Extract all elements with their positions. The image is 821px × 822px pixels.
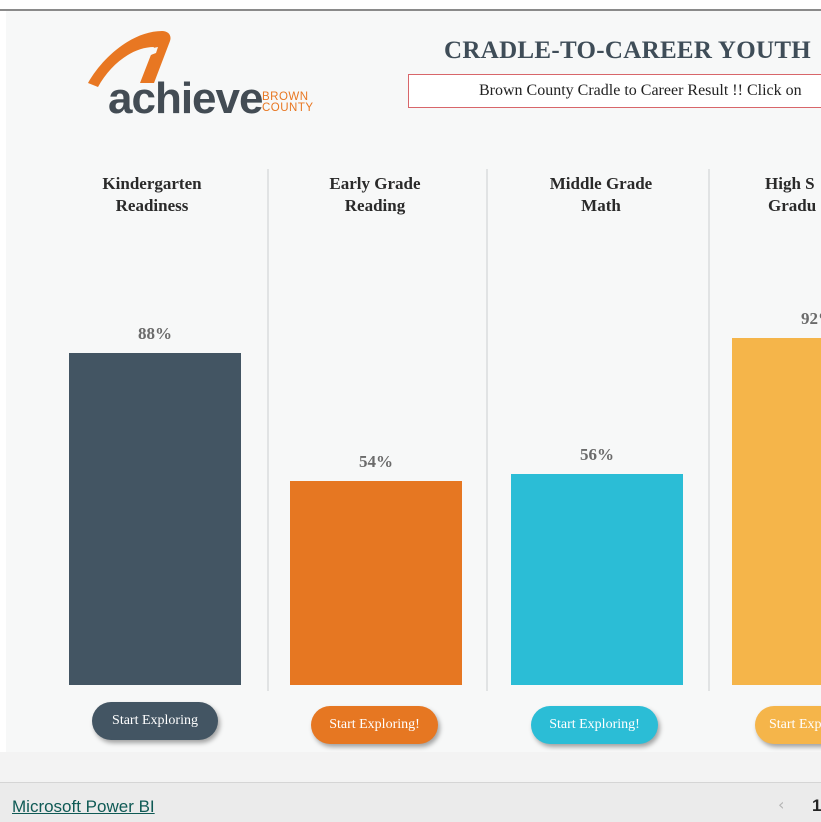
logo-sub-line1: BROWN xyxy=(262,91,309,103)
logo-sub-line2: COUNTY xyxy=(262,102,314,114)
high-school-bar xyxy=(732,337,821,685)
early-grade-bar xyxy=(290,481,462,685)
early-grade-start-exploring-button[interactable]: Start Exploring! xyxy=(311,706,438,744)
title-line-2: Math xyxy=(581,196,621,215)
logo-subtitle: BROWN COUNTY xyxy=(262,91,314,114)
title-line-2: Gradu xyxy=(768,196,817,215)
chevron-left-icon[interactable]: ‹ xyxy=(778,795,785,814)
title-line-1: Middle Grade xyxy=(549,174,653,193)
title-line-1: Kindergarten xyxy=(102,174,202,193)
early-grade-reading-title: Early Grade Reading xyxy=(285,173,465,217)
column-divider-2 xyxy=(486,169,488,691)
middle-grade-bar xyxy=(511,473,683,685)
report-canvas: achieve BROWN COUNTY CRADLE-TO-CAREER YO… xyxy=(6,11,821,752)
kindergarten-readiness-title: Kindergarten Readiness xyxy=(62,173,242,217)
report-bottom-gap xyxy=(0,752,821,782)
scrolling-banner: Brown County Cradle to Career Result !! … xyxy=(408,74,821,108)
kindergarten-value-label: 88% xyxy=(138,323,172,343)
middle-grade-value-label: 56% xyxy=(580,444,614,464)
logo-swoosh-icon xyxy=(88,31,171,87)
report-title: CRADLE-TO-CAREER YOUTH xyxy=(444,37,812,64)
middle-grade-math-title: Middle Grade Math xyxy=(511,173,691,217)
window-top-border xyxy=(0,9,821,11)
early-grade-value-label: 54% xyxy=(359,452,393,472)
page-number: 1 xyxy=(812,796,821,815)
column-divider-1 xyxy=(267,169,269,691)
column-divider-3 xyxy=(708,169,710,691)
title-line-2: Readiness xyxy=(115,196,189,215)
microsoft-power-bi-link[interactable]: Microsoft Power BI xyxy=(12,797,155,816)
high-school-graduation-title: High S Gradu xyxy=(765,173,821,217)
title-line-1: Early Grade xyxy=(329,174,421,193)
high-school-start-exploring-button[interactable]: Start Exp xyxy=(755,706,821,744)
title-line-1: High S xyxy=(765,174,815,193)
kindergarten-bar xyxy=(69,352,241,685)
powerbi-footer-bar: Microsoft Power BI ‹ 1 xyxy=(0,782,821,822)
middle-grade-start-exploring-button[interactable]: Start Exploring! xyxy=(531,706,658,744)
high-school-value-label: 92% xyxy=(801,308,821,328)
kindergarten-start-exploring-button[interactable]: Start Exploring xyxy=(92,702,218,740)
logo-wordmark: achieve xyxy=(108,74,263,123)
achieve-brown-county-logo: achieve BROWN COUNTY xyxy=(84,25,344,125)
title-line-2: Reading xyxy=(344,196,406,215)
